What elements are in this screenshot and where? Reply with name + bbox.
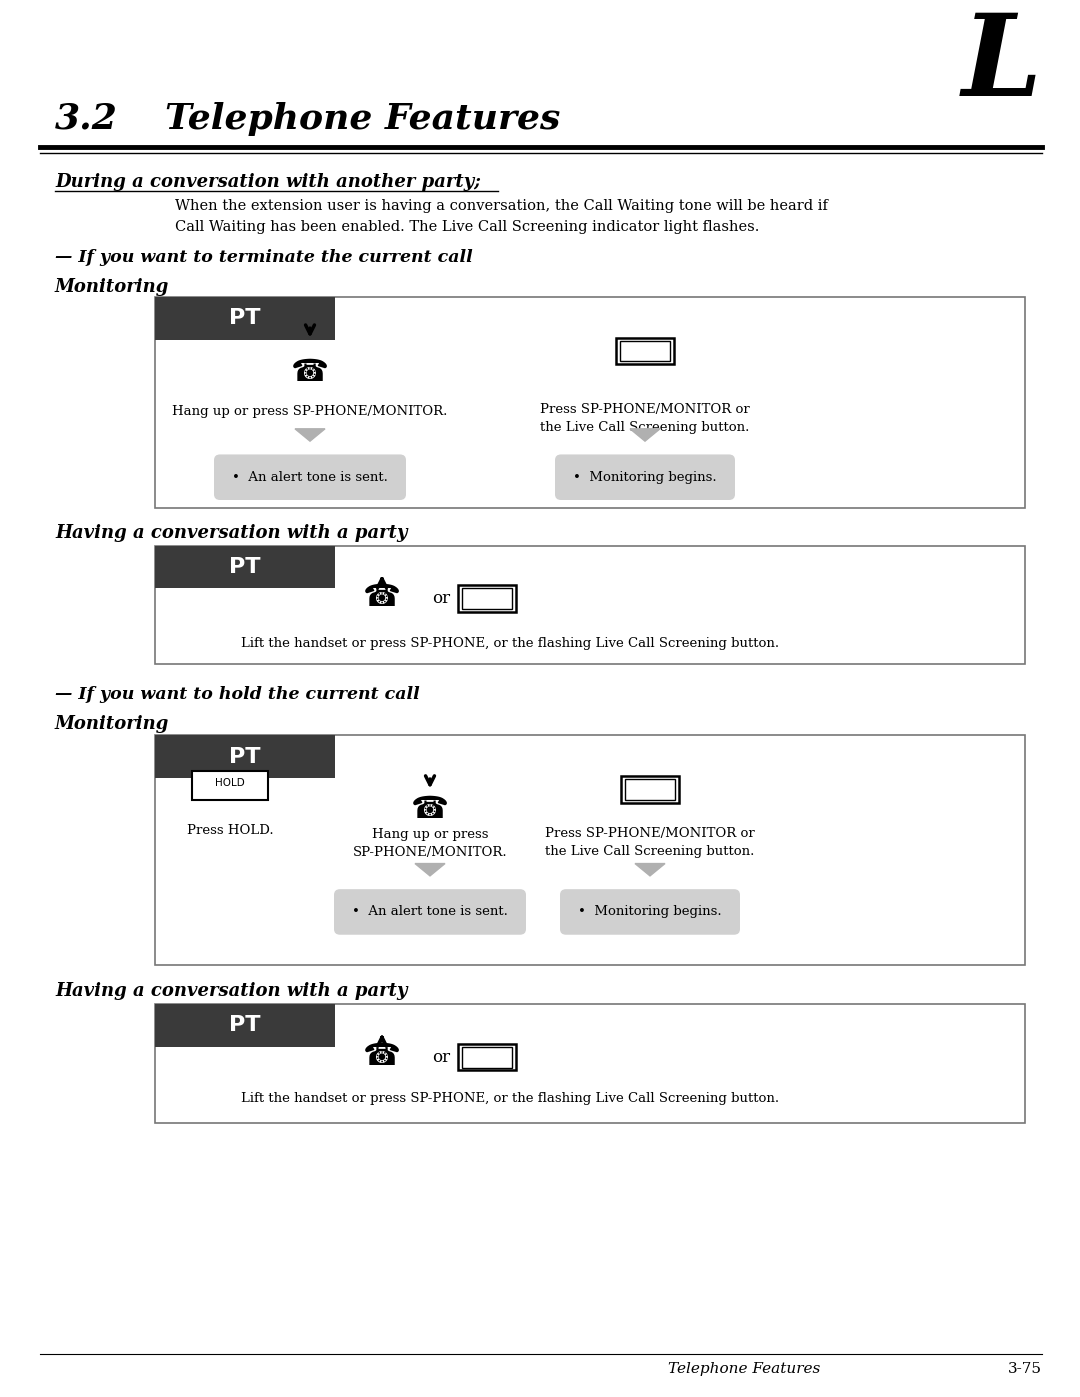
Polygon shape — [630, 429, 660, 441]
FancyBboxPatch shape — [458, 585, 516, 612]
FancyBboxPatch shape — [156, 735, 335, 778]
Text: PT: PT — [229, 1016, 260, 1035]
FancyBboxPatch shape — [156, 546, 335, 588]
FancyBboxPatch shape — [462, 1046, 512, 1067]
Text: ☎: ☎ — [411, 795, 449, 824]
Text: Telephone Features: Telephone Features — [667, 1362, 820, 1376]
Text: Having a conversation with a party: Having a conversation with a party — [55, 982, 407, 1000]
FancyBboxPatch shape — [156, 546, 1025, 664]
Text: •  Monitoring begins.: • Monitoring begins. — [573, 471, 717, 483]
FancyBboxPatch shape — [156, 298, 1025, 507]
Text: Lift the handset or press SP-PHONE, or the flashing Live Call Screening button.: Lift the handset or press SP-PHONE, or t… — [241, 1092, 779, 1105]
FancyBboxPatch shape — [462, 588, 512, 609]
FancyBboxPatch shape — [156, 1004, 335, 1046]
FancyBboxPatch shape — [561, 888, 740, 935]
FancyBboxPatch shape — [625, 780, 675, 800]
FancyBboxPatch shape — [156, 298, 335, 339]
Text: •  An alert tone is sent.: • An alert tone is sent. — [232, 471, 388, 483]
FancyBboxPatch shape — [458, 1044, 516, 1070]
FancyBboxPatch shape — [192, 771, 268, 800]
Text: •  Monitoring begins.: • Monitoring begins. — [578, 905, 721, 918]
Text: Hang up or press
SP-PHONE/MONITOR.: Hang up or press SP-PHONE/MONITOR. — [353, 828, 508, 859]
Text: Lift the handset or press SP-PHONE, or the flashing Live Call Screening button.: Lift the handset or press SP-PHONE, or t… — [241, 637, 779, 650]
Text: L: L — [962, 10, 1042, 120]
FancyBboxPatch shape — [616, 338, 674, 365]
Text: ☎: ☎ — [363, 584, 401, 612]
FancyBboxPatch shape — [620, 341, 670, 362]
Text: or: or — [432, 590, 450, 608]
Text: During a conversation with another party;: During a conversation with another party… — [55, 173, 481, 191]
FancyBboxPatch shape — [621, 777, 679, 803]
Text: 3-75: 3-75 — [1008, 1362, 1042, 1376]
Text: PT: PT — [229, 747, 260, 767]
Text: — If you want to terminate the current call: — If you want to terminate the current c… — [55, 250, 473, 267]
Polygon shape — [635, 863, 665, 876]
FancyBboxPatch shape — [214, 454, 406, 500]
Text: Monitoring: Monitoring — [55, 714, 170, 732]
Text: •  An alert tone is sent.: • An alert tone is sent. — [352, 905, 508, 918]
Text: PT: PT — [229, 557, 260, 577]
FancyBboxPatch shape — [555, 454, 735, 500]
Text: — If you want to hold the current call: — If you want to hold the current call — [55, 686, 420, 703]
Text: Press HOLD.: Press HOLD. — [187, 824, 273, 837]
Text: ☎: ☎ — [291, 358, 329, 387]
Text: Press SP-PHONE/MONITOR or
the Live Call Screening button.: Press SP-PHONE/MONITOR or the Live Call … — [540, 404, 750, 434]
FancyBboxPatch shape — [334, 888, 526, 935]
Text: ☎: ☎ — [363, 1042, 401, 1070]
Text: Press SP-PHONE/MONITOR or
the Live Call Screening button.: Press SP-PHONE/MONITOR or the Live Call … — [545, 827, 755, 859]
Text: Having a conversation with a party: Having a conversation with a party — [55, 524, 407, 542]
Text: PT: PT — [229, 309, 260, 328]
Polygon shape — [295, 429, 325, 441]
Text: Hang up or press SP-PHONE/MONITOR.: Hang up or press SP-PHONE/MONITOR. — [173, 405, 448, 418]
Text: Telephone Features: Telephone Features — [165, 102, 561, 136]
Text: When the extension user is having a conversation, the Call Waiting tone will be : When the extension user is having a conv… — [175, 200, 828, 233]
Text: HOLD: HOLD — [215, 778, 245, 788]
Text: 3.2: 3.2 — [55, 102, 118, 136]
Text: Monitoring: Monitoring — [55, 278, 170, 296]
FancyBboxPatch shape — [156, 735, 1025, 965]
Polygon shape — [415, 863, 445, 876]
FancyBboxPatch shape — [156, 1004, 1025, 1123]
Text: or: or — [432, 1049, 450, 1066]
